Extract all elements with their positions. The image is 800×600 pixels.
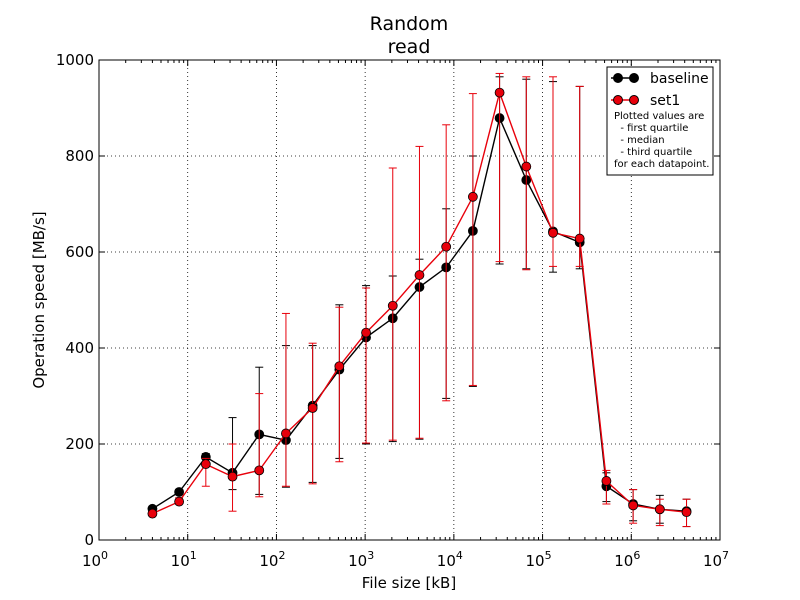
y-tick-label: 200 — [65, 435, 94, 453]
data-point-set1 — [548, 227, 558, 238]
data-point-set1 — [227, 471, 238, 482]
legend-marker-set1-2 — [629, 95, 639, 105]
data-point-set1 — [361, 327, 371, 338]
legend-marker-baseline-2 — [629, 73, 639, 83]
data-point-set1 — [387, 300, 398, 311]
x-tick-label: 106 — [614, 549, 640, 570]
y-tick-label: 0 — [84, 531, 94, 549]
plot-frame — [98, 59, 721, 541]
data-point-set1 — [414, 270, 425, 280]
x-tick-label: 102 — [259, 549, 285, 570]
data-series — [147, 72, 692, 528]
data-point-set1 — [521, 161, 532, 172]
x-tick-label: 104 — [437, 549, 463, 570]
legend-note-line-2: - first quartile — [614, 123, 688, 134]
x-axis-label: File size [kB] — [362, 574, 456, 592]
data-point-set1 — [681, 507, 692, 518]
data-point-set1 — [174, 496, 185, 507]
legend: baseline set1 Plotted values are - first… — [606, 66, 714, 176]
data-point-baseline — [174, 487, 185, 497]
data-point-set1 — [334, 361, 345, 372]
data-point-set1 — [628, 500, 639, 511]
data-point-set1 — [654, 504, 665, 515]
grid-lines — [99, 60, 720, 540]
legend-note-line-4: - third quartile — [614, 147, 692, 158]
y-tick-label: 1000 — [56, 51, 94, 69]
data-point-set1 — [254, 465, 265, 476]
legend-marker-set1 — [613, 95, 623, 105]
y-tick-label: 800 — [65, 147, 94, 165]
data-point-set1 — [601, 476, 612, 486]
x-tick-label: 101 — [171, 549, 197, 570]
y-tick-label: 600 — [65, 243, 94, 261]
data-point-set1 — [147, 508, 158, 519]
data-point-set1 — [281, 428, 291, 439]
data-point-set1 — [467, 191, 478, 202]
legend-note-line-3: - median — [614, 135, 665, 146]
y-tick-label: 400 — [65, 339, 94, 357]
legend-label-set1: set1 — [650, 93, 680, 109]
data-point-set1 — [574, 233, 585, 244]
y-axis-label: Operation speed [MB/s] — [30, 211, 48, 388]
data-point-set1 — [494, 87, 505, 98]
legend-label-baseline: baseline — [650, 71, 709, 87]
legend-box — [606, 66, 714, 176]
data-point-set1 — [441, 241, 452, 252]
tick-labels: 100 101 102 103 104 105 106 107 0 200 400 600 800 100… — [56, 51, 729, 570]
legend-note-line-5: for each datapoint. — [614, 159, 709, 170]
x-tick-label: 103 — [348, 549, 374, 570]
legend-note-line-1: Plotted values are — [614, 111, 704, 122]
series-set1 — [147, 72, 692, 528]
chart-title-line-2: read — [388, 36, 431, 58]
data-point-set1 — [307, 403, 318, 413]
x-tick-label: 107 — [703, 549, 729, 570]
data-point-set1 — [200, 459, 211, 470]
x-tick-label: 105 — [526, 549, 552, 570]
chart-title-line-1: Random — [370, 13, 449, 35]
x-tick-label: 100 — [82, 549, 108, 570]
legend-marker-baseline — [613, 73, 623, 83]
